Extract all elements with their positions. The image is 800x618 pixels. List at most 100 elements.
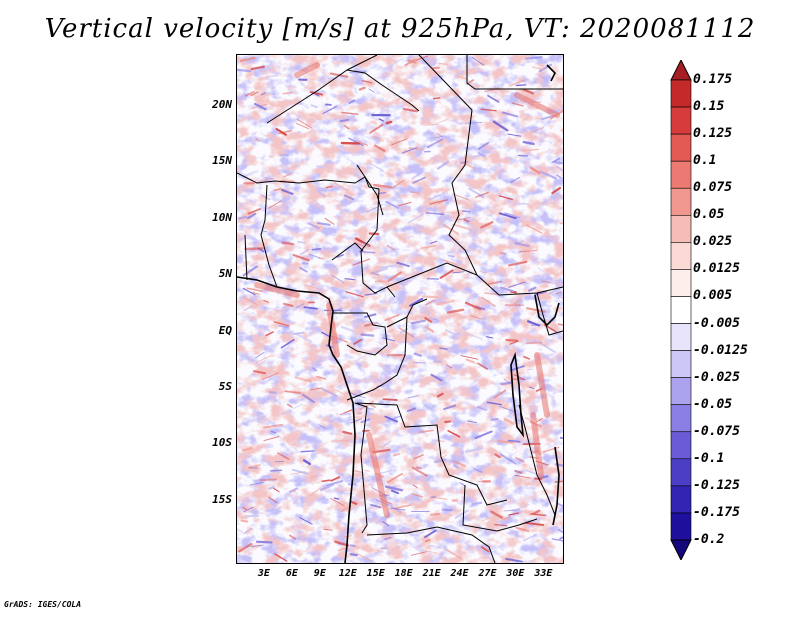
field-streak: [439, 269, 454, 279]
nigeria-cameroon-border: [331, 242, 364, 261]
lon-tick-label: 24E: [450, 568, 469, 579]
field-streak: [480, 546, 490, 553]
field-streak: [503, 378, 511, 384]
field-streak: [407, 59, 417, 64]
field-streak: [505, 558, 523, 563]
field-streak: [316, 165, 324, 169]
field-streak: [378, 264, 397, 269]
field-streak: [418, 429, 435, 434]
field-streak: [555, 291, 562, 295]
field-streak: [508, 281, 526, 288]
field-streak: [557, 502, 563, 507]
field-streak: [492, 120, 509, 132]
field-streak: [559, 221, 563, 225]
colorbar-level-label: -0.125: [693, 477, 740, 493]
field-streak: [490, 510, 503, 519]
field-streak: [510, 176, 521, 183]
field-streak: [426, 138, 443, 149]
field-streak: [329, 497, 346, 507]
angola-west-border: [354, 402, 368, 534]
colorbar-level-label: -0.025: [693, 369, 740, 385]
field-streak: [237, 542, 253, 553]
field-streak: [396, 261, 410, 268]
field-streak: [349, 544, 356, 548]
field-streak: [373, 183, 393, 189]
field-streak: [499, 453, 517, 465]
field-streak: [299, 517, 313, 525]
field-streak: [523, 171, 536, 175]
colorbar: [670, 60, 692, 560]
field-streak: [498, 405, 516, 413]
field-streak: [481, 296, 496, 307]
strong-ascent-band: [534, 352, 550, 418]
field-streak: [280, 339, 295, 349]
field-streak: [546, 353, 555, 357]
field-streak: [274, 553, 288, 562]
field-streak: [359, 250, 376, 254]
field-streak: [332, 388, 346, 395]
field-streak: [384, 536, 392, 540]
field-streak: [373, 144, 386, 152]
field-streak: [340, 59, 358, 66]
field-streak: [507, 260, 528, 267]
field-streak: [433, 135, 444, 139]
field-streak: [369, 162, 385, 172]
field-streak: [265, 280, 275, 284]
chad-sudan-border: [448, 109, 478, 276]
colorbar-band: [670, 404, 692, 433]
field-streak: [267, 200, 282, 209]
field-streak: [391, 138, 408, 146]
field-streak: [297, 240, 306, 244]
field-streak: [499, 252, 507, 255]
field-streak: [478, 141, 490, 150]
field-streak: [464, 447, 481, 453]
field-streak: [437, 224, 446, 229]
chart-title: Vertical velocity [m/s] at 925hPa, VT: 2…: [44, 14, 756, 44]
field-streak: [548, 287, 560, 295]
lon-tick-label: 30E: [506, 568, 525, 579]
field-streak: [295, 303, 305, 309]
field-streak: [551, 538, 563, 542]
strong-ascent-band: [254, 282, 300, 298]
field-streak: [318, 424, 328, 430]
field-streak: [325, 480, 344, 487]
colorbar-band: [670, 350, 692, 378]
field-streak: [277, 452, 290, 460]
field-streak: [386, 415, 403, 422]
colorbar-band: [670, 79, 692, 108]
field-streak: [475, 191, 489, 198]
field-streak: [551, 186, 562, 195]
field-streak: [466, 420, 477, 424]
lat-tick-label: 10N: [212, 210, 232, 224]
field-streak: [514, 456, 525, 463]
field-streak: [465, 332, 483, 340]
field-streak: [263, 436, 280, 442]
nile-delta: [546, 64, 556, 82]
togo-border: [244, 234, 248, 281]
field-streak: [237, 215, 248, 220]
field-streak: [368, 88, 375, 93]
field-streak: [539, 170, 558, 180]
field-streak: [365, 112, 375, 117]
field-streak: [406, 407, 416, 412]
field-streak: [308, 481, 314, 485]
field-streak: [516, 62, 525, 67]
field-streak: [459, 482, 466, 487]
field-streak: [512, 298, 522, 306]
field-streak: [283, 172, 294, 178]
field-streak: [244, 90, 255, 97]
field-streak: [242, 265, 258, 277]
field-streak: [455, 70, 465, 77]
colorbar-band: [670, 160, 692, 189]
field-streak: [441, 211, 456, 214]
field-streak: [397, 340, 416, 345]
field-streak: [260, 92, 267, 96]
field-streak: [415, 466, 422, 470]
field-streak: [542, 446, 560, 453]
field-streak: [363, 313, 377, 319]
field-streak: [330, 476, 341, 482]
field-noise-texture: [237, 55, 563, 563]
field-streak: [387, 271, 402, 282]
field-streak: [242, 296, 258, 306]
field-streak: [308, 222, 320, 230]
